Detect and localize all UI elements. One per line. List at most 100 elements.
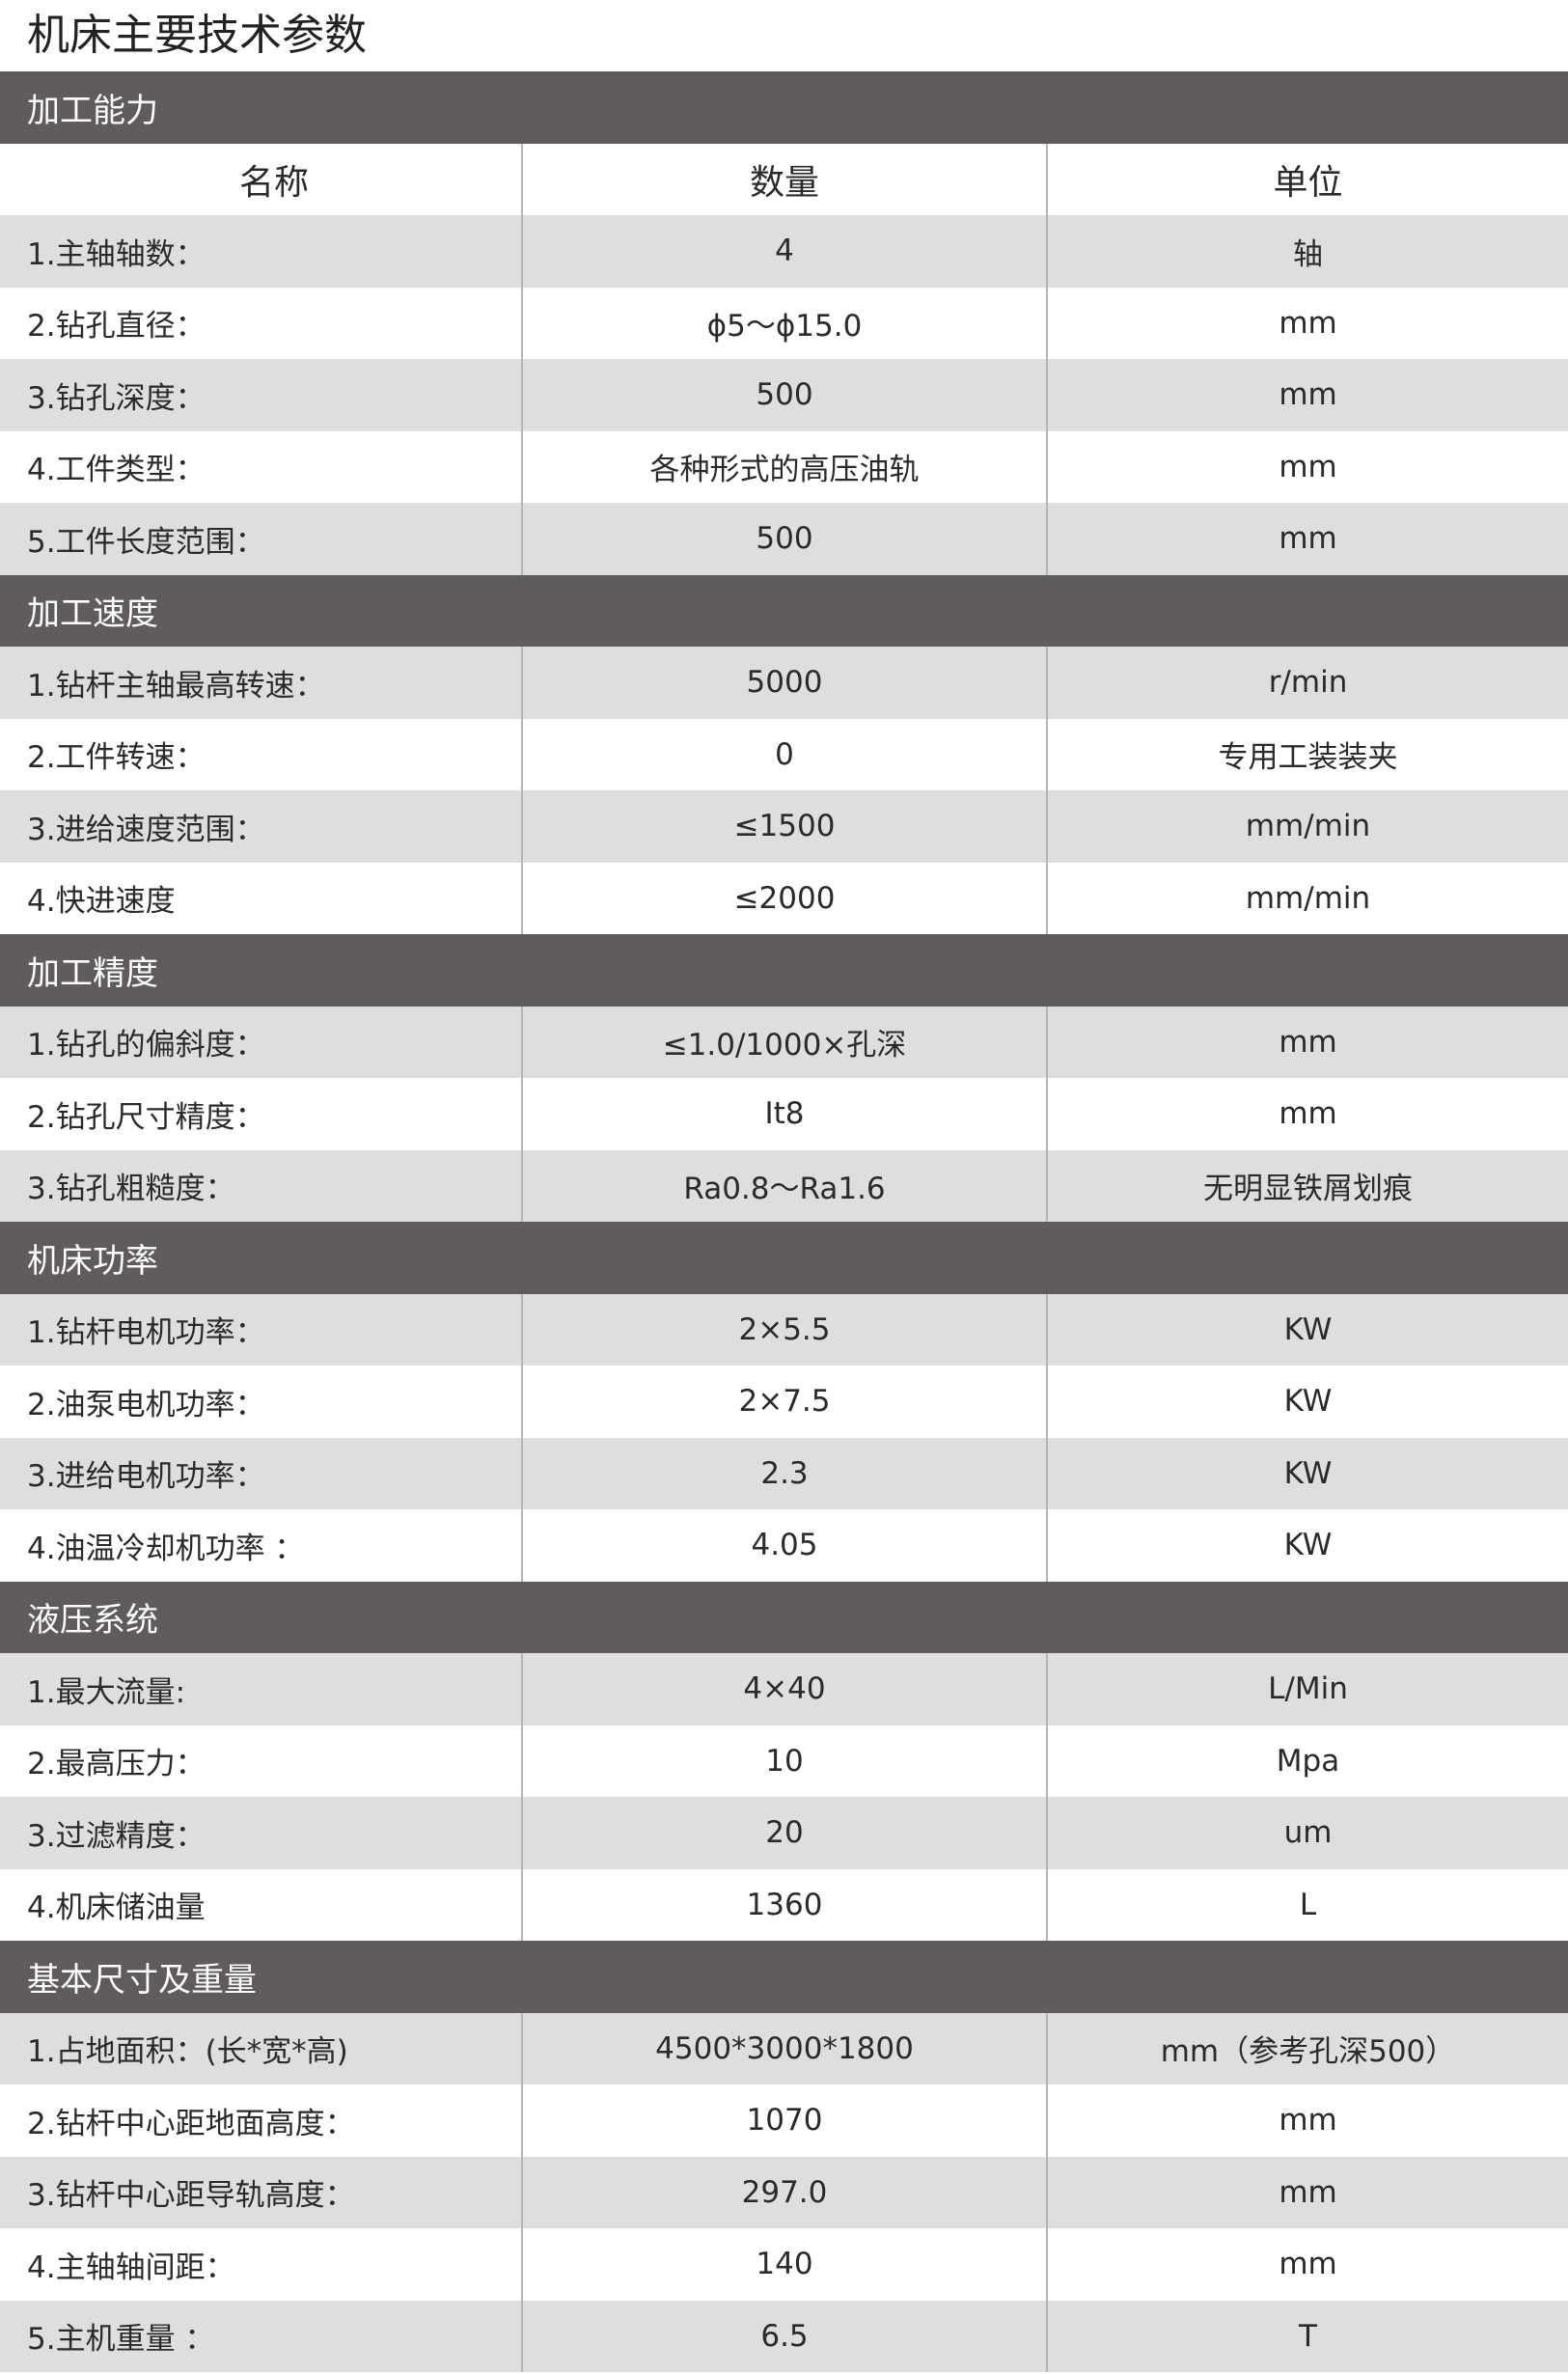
- spec-cell: KW: [1045, 1509, 1568, 1582]
- spec-cell: It8: [521, 1078, 1047, 1150]
- spec-cell: KW: [1045, 1437, 1568, 1509]
- spec-cell: 3.钻孔深度：: [0, 359, 522, 431]
- spec-row: 4.主轴轴间距： 140 mm: [0, 2228, 1568, 2301]
- spec-cell: mm: [1045, 2228, 1568, 2301]
- spec-cell: mm（参考孔深500）: [1045, 2012, 1568, 2084]
- spec-cell: L/Min: [1045, 1653, 1568, 1725]
- spec-cell: 1070: [521, 2084, 1047, 2157]
- column-title: 数量: [521, 143, 1047, 215]
- spec-cell: 1.钻杆主轴最高转速：: [0, 647, 522, 719]
- spec-row: 2.钻孔直径： ϕ5～ϕ15.0 mm: [0, 287, 1568, 359]
- spec-table: 加工能力 名称 数量 单位 1.主轴轴数： 4 轴 2.钻孔直径： ϕ5～ϕ15.0 mm 3.钻孔…: [0, 71, 1568, 2372]
- spec-cell: mm/min: [1045, 862, 1568, 934]
- spec-cell: um: [1045, 1797, 1568, 1869]
- spec-cell: mm: [1045, 1078, 1568, 1150]
- section-header: 加工能力: [0, 71, 1568, 144]
- spec-row: 5.工件长度范围： 500 mm: [0, 503, 1568, 575]
- section-header: 机床功率: [0, 1222, 1568, 1294]
- spec-cell: r/min: [1045, 647, 1568, 719]
- spec-cell: 5.工件长度范围：: [0, 503, 522, 575]
- spec-cell: 3.过滤精度：: [0, 1797, 522, 1869]
- spec-row: 3.过滤精度： 20 um: [0, 1797, 1568, 1869]
- spec-row: 2.工件转速： 0 专用工装装夹: [0, 718, 1568, 790]
- spec-cell: 4.主轴轴间距：: [0, 2228, 522, 2301]
- spec-cell: 2.工件转速：: [0, 718, 522, 790]
- spec-row: 1.钻孔的偏斜度： ≤1.0/1000×孔深 mm: [0, 1006, 1568, 1078]
- spec-cell: ≤1.0/1000×孔深: [521, 1006, 1047, 1078]
- spec-row: 2.钻孔尺寸精度： It8 mm: [0, 1078, 1568, 1150]
- spec-cell: ϕ5～ϕ15.0: [521, 287, 1047, 359]
- spec-row: 1.钻杆主轴最高转速： 5000 r/min: [0, 647, 1568, 719]
- spec-cell: KW: [1045, 1366, 1568, 1438]
- spec-cell: 5.主机重量 ：: [0, 2300, 522, 2372]
- column-title: 单位: [1045, 143, 1568, 215]
- spec-cell: 4: [521, 215, 1047, 288]
- spec-row: 2.最高压力： 10 Mpa: [0, 1725, 1568, 1797]
- spec-row: 3.进给电机功率： 2.3 KW: [0, 1437, 1568, 1509]
- spec-cell: 4.机床储油量: [0, 1868, 522, 1941]
- section-title: 基本尺寸及重量: [0, 1941, 1568, 2013]
- spec-cell: mm: [1045, 359, 1568, 431]
- section-title: 加工精度: [0, 934, 1568, 1007]
- spec-cell: 1.主轴轴数：: [0, 215, 522, 288]
- spec-cell: 2.钻孔直径：: [0, 287, 522, 359]
- column-title: 名称: [0, 143, 522, 215]
- section-title: 液压系统: [0, 1581, 1568, 1653]
- spec-cell: 无明显铁屑划痕: [1045, 1149, 1568, 1222]
- spec-row: 4.快进速度 ≤2000 mm/min: [0, 862, 1568, 934]
- spec-row: 4.机床储油量 1360 L: [0, 1868, 1568, 1941]
- spec-cell: 1.最大流量:: [0, 1653, 522, 1725]
- spec-cell: 2.钻孔尺寸精度：: [0, 1078, 522, 1150]
- spec-cell: 3.钻杆中心距导轨高度：: [0, 2156, 522, 2228]
- spec-cell: T: [1045, 2300, 1568, 2372]
- spec-cell: mm: [1045, 287, 1568, 359]
- spec-cell: 1.占地面积：(长*宽*高): [0, 2012, 522, 2084]
- spec-cell: 500: [521, 359, 1047, 431]
- spec-cell: mm: [1045, 503, 1568, 575]
- spec-row: 5.主机重量 ： 6.5 T: [0, 2300, 1568, 2372]
- section-header: 基本尺寸及重量: [0, 1941, 1568, 2013]
- spec-cell: 2.钻杆中心距地面高度：: [0, 2084, 522, 2157]
- spec-row: 3.钻孔深度： 500 mm: [0, 359, 1568, 431]
- spec-cell: 1.钻孔的偏斜度：: [0, 1006, 522, 1078]
- spec-cell: L: [1045, 1868, 1568, 1941]
- spec-cell: ≤2000: [521, 862, 1047, 934]
- section-title: 加工能力: [0, 71, 1568, 144]
- spec-cell: 5000: [521, 647, 1047, 719]
- spec-row: 3.钻孔粗糙度： Ra0.8～Ra1.6 无明显铁屑划痕: [0, 1149, 1568, 1222]
- spec-cell: mm: [1045, 430, 1568, 503]
- spec-cell: 4500*3000*1800: [521, 2012, 1047, 2084]
- section-title: 加工速度: [0, 574, 1568, 647]
- spec-row: 3.进给速度范围： ≤1500 mm/min: [0, 790, 1568, 863]
- spec-cell: mm/min: [1045, 790, 1568, 863]
- spec-cell: 2.3: [521, 1437, 1047, 1509]
- spec-cell: ≤1500: [521, 790, 1047, 863]
- spec-cell: 专用工装装夹: [1045, 718, 1568, 790]
- spec-cell: 10: [521, 1725, 1047, 1797]
- spec-cell: 6.5: [521, 2300, 1047, 2372]
- spec-cell: mm: [1045, 2084, 1568, 2157]
- spec-row: 4.油温冷却机功率 ： 4.05 KW: [0, 1509, 1568, 1582]
- spec-cell: 0: [521, 718, 1047, 790]
- spec-cell: 4.油温冷却机功率 ：: [0, 1509, 522, 1582]
- spec-cell: 20: [521, 1797, 1047, 1869]
- spec-row: 1.占地面积：(长*宽*高) 4500*3000*1800 mm（参考孔深500）: [0, 2012, 1568, 2084]
- spec-cell: 4.05: [521, 1509, 1047, 1582]
- spec-cell: 2×7.5: [521, 1366, 1047, 1438]
- spec-row: 2.钻杆中心距地面高度： 1070 mm: [0, 2084, 1568, 2157]
- spec-cell: 3.进给速度范围：: [0, 790, 522, 863]
- spec-cell: 4.快进速度: [0, 862, 522, 934]
- spec-cell: mm: [1045, 1006, 1568, 1078]
- column-header: 名称 数量 单位: [0, 143, 1568, 215]
- spec-cell: 500: [521, 503, 1047, 575]
- page-title: 机床主要技术参数: [27, 11, 367, 60]
- spec-cell: 1360: [521, 1868, 1047, 1941]
- spec-cell: KW: [1045, 1293, 1568, 1366]
- spec-cell: 4.工件类型：: [0, 430, 522, 503]
- spec-cell: 297.0: [521, 2156, 1047, 2228]
- spec-cell: Mpa: [1045, 1725, 1568, 1797]
- spec-cell: 3.钻孔粗糙度：: [0, 1149, 522, 1222]
- spec-cell: 各种形式的高压油轨: [521, 430, 1047, 503]
- section-title: 机床功率: [0, 1222, 1568, 1294]
